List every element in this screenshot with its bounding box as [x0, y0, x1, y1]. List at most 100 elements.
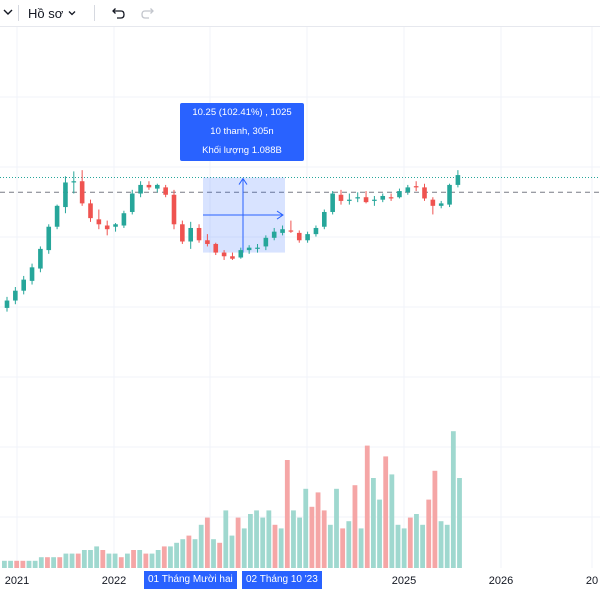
volume-bar [334, 488, 339, 568]
candle-body [113, 224, 118, 227]
volume-bar [395, 524, 401, 568]
volume-bar [266, 510, 272, 568]
volume-bar [26, 560, 32, 568]
candle [180, 220, 185, 244]
volume-bar [186, 535, 192, 568]
volume-bar [327, 524, 333, 568]
volume-bar [309, 506, 315, 568]
volume-bar [14, 560, 20, 568]
candle-body [246, 247, 252, 251]
candle-body [54, 205, 60, 227]
candle-body [29, 267, 35, 281]
candle [188, 221, 193, 249]
volume-bar [321, 510, 327, 568]
volume-bar [340, 528, 346, 568]
volume-bar [291, 510, 296, 568]
candle-body [263, 237, 269, 247]
volume-bar [284, 460, 290, 568]
candle [113, 223, 118, 232]
candle-body [405, 187, 411, 193]
candle [372, 195, 377, 206]
candle [405, 184, 411, 195]
candlestick-series [4, 170, 461, 312]
candle [430, 197, 436, 215]
candle-body [163, 187, 168, 195]
measure-change: 10.25 (102.41%) , 1025 [192, 107, 292, 118]
candle [221, 250, 227, 260]
volume-bar [254, 510, 259, 568]
candle-body [455, 175, 461, 185]
chevron-down-icon[interactable] [2, 5, 14, 19]
volume-bar [69, 553, 75, 568]
candle [196, 224, 202, 243]
range-start-label: 01 Tháng Mười hai [144, 571, 237, 589]
volume-bar [420, 524, 425, 568]
candle [146, 181, 152, 190]
candle [438, 200, 444, 209]
candle [338, 189, 344, 205]
candle [255, 243, 260, 253]
volume-bar [223, 510, 229, 568]
redo-icon[interactable] [140, 4, 158, 22]
candle-body [138, 184, 143, 194]
candle-body [447, 184, 452, 205]
candle [155, 183, 160, 193]
volume-bar [88, 550, 93, 568]
candle-body [213, 243, 219, 253]
volume-bar [235, 517, 241, 568]
candle-body [188, 227, 193, 242]
volume-bar [352, 485, 358, 568]
candle-body [296, 232, 302, 241]
volume-bar [94, 546, 100, 568]
measure-bars: 10 thanh, 305n [210, 126, 274, 137]
candle-body [96, 219, 102, 225]
candle [29, 263, 35, 285]
volume-bar [248, 514, 253, 568]
candle [96, 209, 102, 230]
candle-body [330, 193, 335, 212]
volume-bar [438, 521, 444, 568]
candle-body [288, 230, 294, 232]
candle [129, 189, 135, 215]
candle [21, 275, 26, 295]
volume-bar [303, 488, 309, 568]
volume-bar [297, 517, 302, 568]
candle-body [205, 240, 210, 244]
volume-bar [100, 550, 106, 568]
candle [313, 225, 319, 237]
candle-body [71, 181, 77, 183]
volume-bar [383, 456, 389, 568]
candle [397, 188, 402, 199]
candle-body [180, 224, 185, 242]
candle-body [363, 197, 369, 203]
volume-bar [192, 539, 198, 568]
volume-bar [161, 546, 167, 568]
time-axis-tick: 2025 [391, 575, 417, 587]
candle [54, 204, 60, 230]
candle [355, 192, 360, 203]
volume-bar [401, 528, 407, 568]
volume-bar [8, 560, 13, 568]
volume-bar [63, 553, 69, 568]
volume-bar [377, 499, 382, 568]
volume-bar [143, 553, 149, 568]
candle [104, 220, 110, 236]
candle [280, 225, 285, 236]
volume-bar [45, 557, 50, 568]
volume-bar [155, 550, 161, 568]
undo-icon[interactable] [108, 4, 126, 22]
candle [347, 193, 352, 205]
price-chart[interactable] [0, 27, 600, 600]
candle-body [438, 203, 444, 206]
volume-bar [131, 550, 136, 568]
volume-bar [57, 557, 63, 568]
candle [271, 227, 277, 241]
candle [4, 296, 10, 312]
candle-body [388, 197, 394, 199]
volume-bar [180, 539, 186, 568]
candle-body [4, 300, 10, 308]
candle-body [413, 186, 419, 188]
candle-body [121, 213, 127, 226]
volume-bar [260, 517, 266, 568]
profile-menu-button[interactable]: Hồ sơ [28, 4, 77, 22]
